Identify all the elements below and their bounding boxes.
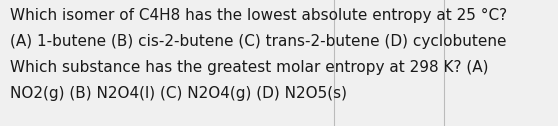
- Text: Which isomer of C4H8 has the lowest absolute entropy at 25 °C?: Which isomer of C4H8 has the lowest abso…: [10, 8, 507, 23]
- Text: NO2(g) (B) N2O4(l) (C) N2O4(g) (D) N2O5(s): NO2(g) (B) N2O4(l) (C) N2O4(g) (D) N2O5(…: [10, 86, 347, 101]
- Text: (A) 1-butene (B) cis-2-butene (C) trans-2-butene (D) cyclobutene: (A) 1-butene (B) cis-2-butene (C) trans-…: [10, 34, 507, 49]
- Text: Which substance has the greatest molar entropy at 298 K? (A): Which substance has the greatest molar e…: [10, 60, 488, 75]
